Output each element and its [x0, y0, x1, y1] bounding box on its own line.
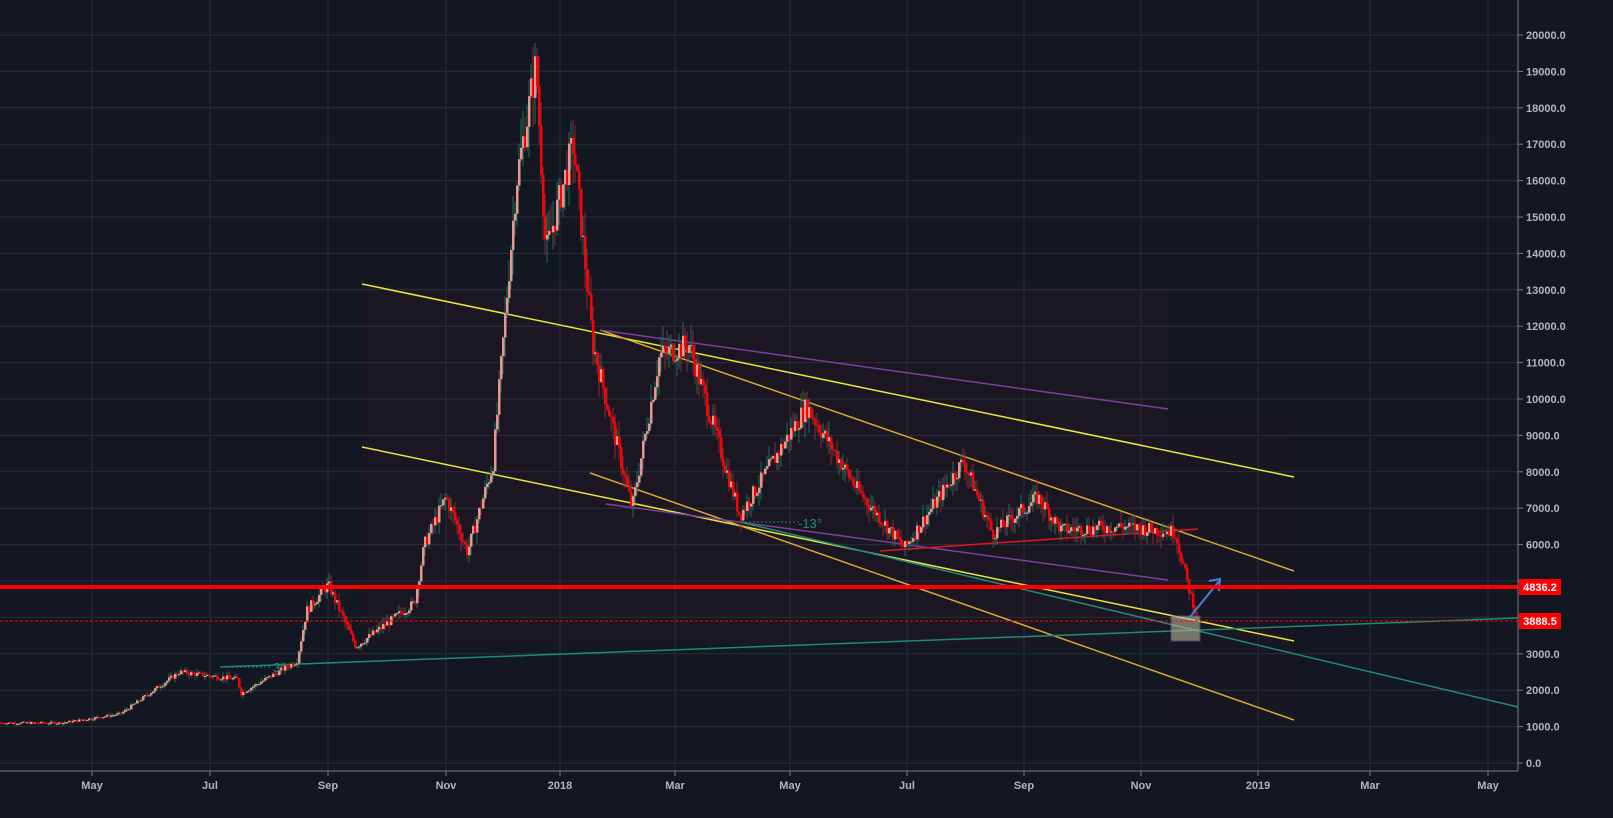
trendlines	[219, 283, 1519, 721]
price-tick-label: 1000.0	[1526, 722, 1560, 734]
price-tag-solid: 4836.2	[1519, 579, 1561, 595]
time-tick-label: Jul	[202, 780, 218, 792]
trendline-yellow-lower	[361, 446, 1295, 642]
price-tick-label: 16000.0	[1526, 176, 1566, 188]
trendline-purple-lower	[605, 503, 1169, 581]
time-tick-label: Mar	[1360, 780, 1380, 792]
time-tick-label: Mar	[665, 780, 685, 792]
price-tick-label: 11000.0	[1526, 358, 1565, 370]
trendline-yellow-upper	[361, 283, 1295, 478]
time-tick-label: May	[1477, 780, 1499, 792]
time-tick-label: Nov	[1131, 780, 1153, 792]
time-tick-label: Jul	[899, 780, 915, 792]
time-tick-label: May	[779, 780, 801, 792]
time-tick-label: 2018	[548, 780, 572, 792]
price-tick-label: 17000.0	[1526, 139, 1566, 151]
angle-label-minus-13: -13°	[798, 516, 822, 531]
trendline-teal-rising	[219, 617, 1519, 668]
price-tag-dashed: 3888.5	[1519, 613, 1561, 629]
price-tick-label: 2000.0	[1526, 685, 1560, 697]
price-tick-label: 14000.0	[1526, 248, 1566, 260]
time-tick-label: Sep	[1014, 780, 1034, 792]
trendline-teal-descending	[739, 521, 1519, 708]
time-tick-label: 2019	[1246, 780, 1270, 792]
time-tick-label: Sep	[318, 780, 338, 792]
time-tick-label: May	[81, 780, 103, 792]
price-tick-label: 15000.0	[1526, 212, 1566, 224]
price-axis[interactable]: 20000.0 19000.0 18000.0 17000.0 16000.0 15000…	[1518, 30, 1566, 770]
price-tick-label: 13000.0	[1526, 285, 1566, 297]
angle-label-3: 3°	[273, 660, 285, 675]
price-tick-label: 20000.0	[1526, 30, 1566, 42]
shaded-region-left	[362, 285, 1168, 645]
trendline-purple-upper	[599, 329, 1169, 410]
shaded-region-right	[1168, 410, 1294, 720]
price-tick-label: 12000.0	[1526, 321, 1566, 333]
svg-text:3888.5: 3888.5	[1523, 616, 1557, 628]
price-tick-label: 3000.0	[1526, 649, 1560, 661]
time-axis[interactable]: May Jul Sep Nov 2018 Mar May Jul Sep Nov 2019 Mar Ma…	[81, 771, 1500, 792]
price-tick-label: 6000.0	[1526, 540, 1560, 552]
price-tick-label: 18000.0	[1526, 103, 1566, 115]
grid-lines	[0, 0, 1518, 771]
price-tick-label: 7000.0	[1526, 503, 1560, 515]
trendline-orange-lower	[589, 472, 1295, 721]
price-tick-label: 19000.0	[1526, 66, 1566, 78]
svg-text:4836.2: 4836.2	[1523, 582, 1557, 594]
price-tick-label: 9000.0	[1526, 430, 1560, 442]
price-tick-label: 8000.0	[1526, 467, 1560, 479]
time-tick-label: Nov	[436, 780, 458, 792]
target-box[interactable]	[1170, 615, 1201, 642]
price-tick-label: 0.0	[1526, 758, 1541, 770]
price-tick-label: 10000.0	[1526, 394, 1566, 406]
